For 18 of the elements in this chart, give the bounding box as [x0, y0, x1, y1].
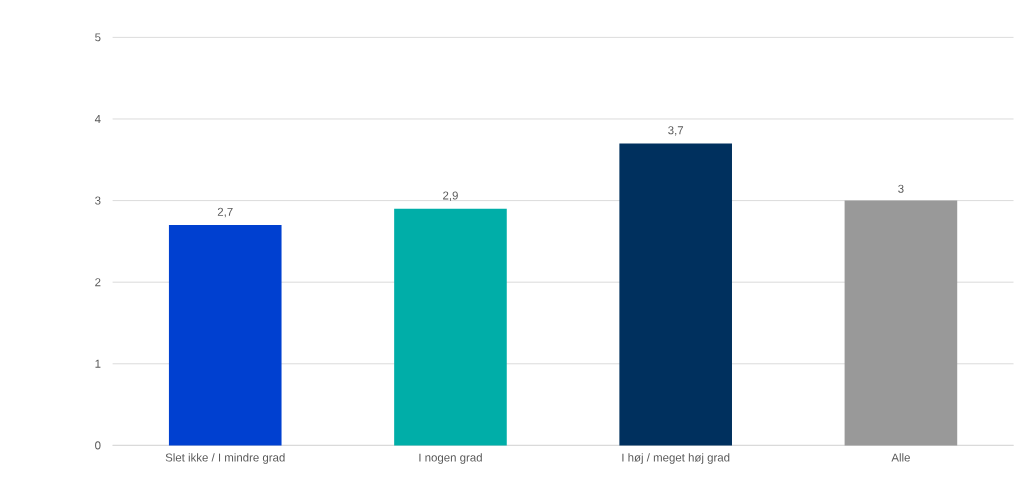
bar	[394, 208, 507, 446]
y-tick-label: 2	[95, 278, 101, 287]
y-tick-label: 3	[95, 196, 101, 205]
data-label: 2,7	[217, 207, 233, 218]
bar	[844, 200, 958, 446]
x-tick-label: Slet ikke / I mindre grad	[165, 453, 285, 464]
x-tick-label: Alle	[891, 453, 910, 462]
x-tick-label: I nogen grad	[419, 453, 482, 464]
x-tick-label: I høj / meget høj grad	[622, 453, 730, 464]
y-tick-label: 1	[95, 359, 101, 368]
data-label: 3,7	[668, 126, 684, 136]
bar	[619, 143, 732, 446]
data-label: 2,9	[443, 191, 458, 201]
data-label: 3	[898, 184, 904, 193]
y-tick-label: 5	[95, 33, 101, 42]
y-tick-label: 4	[94, 114, 101, 123]
bar	[168, 224, 282, 446]
y-tick-label: 0	[95, 441, 101, 450]
